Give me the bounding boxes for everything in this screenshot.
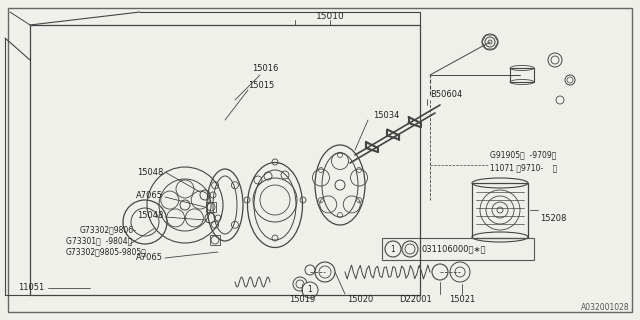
Text: 15034: 15034 [373, 110, 399, 119]
Text: 15010: 15010 [316, 12, 344, 20]
Text: B50604: B50604 [430, 90, 462, 99]
Text: A7065: A7065 [136, 253, 163, 262]
Text: 15048: 15048 [136, 211, 163, 220]
Bar [472, 183, 528, 238]
Bar [510, 68, 534, 82]
Text: A7065: A7065 [136, 190, 163, 199]
Text: 15015: 15015 [248, 81, 275, 90]
Text: 15016: 15016 [252, 63, 278, 73]
Text: G91905（  -9709）: G91905（ -9709） [490, 150, 556, 159]
Bar [210, 235, 220, 245]
Text: 15019: 15019 [289, 294, 315, 303]
Text: 15021: 15021 [449, 294, 475, 303]
Text: G73302（9806-: G73302（9806- [80, 226, 137, 235]
Bar [206, 202, 216, 212]
Text: 15048: 15048 [136, 167, 163, 177]
Text: A032001028: A032001028 [581, 303, 630, 312]
Bar [382, 238, 534, 260]
Text: G73301（  -9804）: G73301（ -9804） [66, 236, 132, 245]
Text: 15208: 15208 [540, 213, 566, 222]
Text: 1: 1 [390, 244, 396, 253]
Text: G73302（9805-9805）: G73302（9805-9805） [66, 247, 147, 257]
Text: 11051: 11051 [18, 284, 44, 292]
Text: D22001: D22001 [399, 294, 431, 303]
Circle shape [385, 241, 401, 257]
Text: 031106000（∗）: 031106000（∗） [422, 244, 486, 253]
Circle shape [302, 282, 318, 298]
Text: 15020: 15020 [347, 294, 373, 303]
Text: 1: 1 [308, 285, 312, 294]
Text: 11071 〈9710-    ）: 11071 〈9710- ） [490, 164, 557, 172]
